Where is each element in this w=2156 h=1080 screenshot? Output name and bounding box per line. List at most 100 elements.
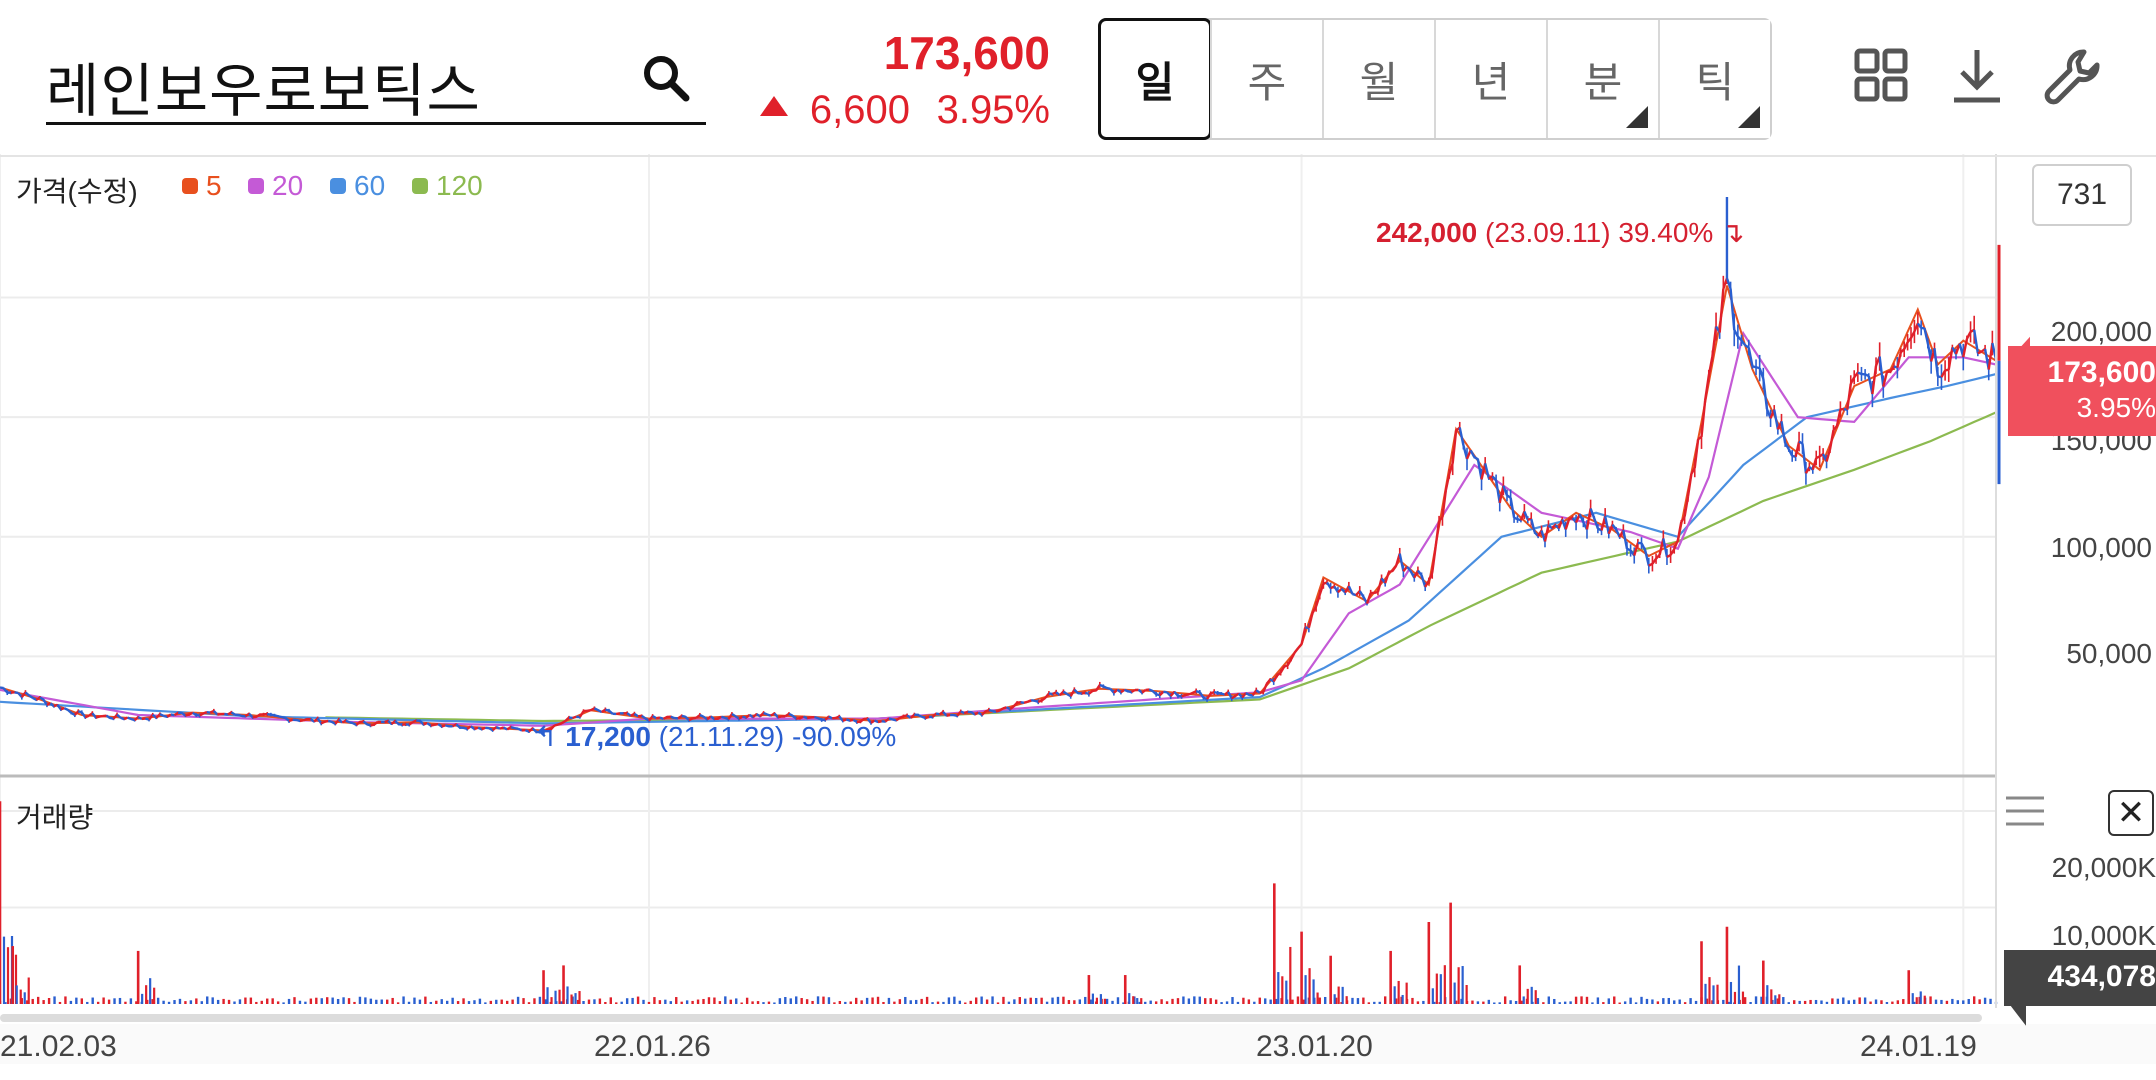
- low-price: 17,200: [565, 721, 651, 752]
- ma60-line: [0, 373, 1997, 725]
- price-candle-segment: [1347, 585, 1354, 595]
- price-candle-segment: [1882, 371, 1889, 387]
- legend-ma60[interactable]: 60: [330, 170, 385, 202]
- up-triangle-icon: [760, 96, 788, 116]
- close-volume-button[interactable]: ✕: [2108, 790, 2154, 836]
- legend-label: 60: [354, 170, 386, 201]
- stock-name: 레인보우로보틱스: [46, 59, 481, 124]
- flag-percent: 3.95%: [2076, 392, 2156, 423]
- price-candle-segment: [423, 722, 428, 726]
- price-candle-segment: [828, 715, 833, 720]
- y-tick-label: 50,000: [2066, 638, 2152, 669]
- wrench-icon[interactable]: [2044, 48, 2102, 111]
- price-candle-segment: [230, 711, 236, 716]
- price-candle-segment: [608, 709, 614, 715]
- price-candle-segment: [1158, 690, 1165, 697]
- price-candle-segment: [1130, 688, 1136, 694]
- price-candle-segment: [1484, 463, 1490, 479]
- x-tick-label: 24.01.19: [1860, 1030, 1977, 1063]
- tab-label: 년: [1471, 58, 1511, 106]
- current-price: 173,600: [883, 27, 1050, 79]
- price-candle-segment: [14, 691, 19, 695]
- tab-label: 틱: [1695, 58, 1735, 106]
- current-volume-flag: 434,078: [2004, 950, 2156, 1006]
- legend-label: 120: [436, 170, 483, 201]
- price-candle-segment: [1262, 683, 1268, 693]
- menu-icon[interactable]: [2004, 794, 2046, 833]
- x-tick-label: 23.01.20: [1256, 1030, 1373, 1063]
- legend-ma5[interactable]: 5: [182, 170, 222, 202]
- legend-swatch: [182, 178, 198, 194]
- x-tick-label: 21.02.03: [0, 1030, 117, 1063]
- high-date: (23.09.11): [1485, 217, 1611, 248]
- legend-label: 20: [272, 170, 304, 201]
- price-candle-segment: [1700, 400, 1707, 438]
- price-candle-segment: [1740, 339, 1747, 346]
- legend-swatch: [412, 178, 428, 194]
- legend-label: 5: [206, 170, 222, 201]
- price-candle-segment: [717, 715, 722, 720]
- price-candle-segment: [1384, 571, 1390, 584]
- tab-yearly[interactable]: 년: [1434, 20, 1546, 138]
- volume-y-tick-label: 10,000K: [2051, 920, 2156, 951]
- y-tick-label: 100,000: [2050, 532, 2152, 563]
- price-candle-segment: [1113, 688, 1119, 694]
- price-candle-segment: [888, 717, 893, 721]
- price-candle-segment: [1148, 688, 1154, 693]
- tab-minute[interactable]: 분: [1546, 20, 1658, 138]
- high-pct: 39.40%: [1618, 217, 1714, 248]
- tab-daily[interactable]: 일: [1098, 18, 1212, 140]
- volume-y-tick-label: 20,000K: [2051, 852, 2156, 883]
- price-candle-segment: [586, 709, 592, 713]
- download-icon[interactable]: [1950, 48, 2004, 109]
- grid-icon[interactable]: [1854, 48, 1908, 107]
- price-candle-segment: [652, 715, 657, 720]
- price-candle-segment: [188, 711, 194, 716]
- horizontal-scrollbar: [0, 1014, 1982, 1022]
- price-candle-segment: [1676, 521, 1683, 541]
- dropdown-corner-icon: [1626, 106, 1648, 128]
- price-candle-segment: [338, 718, 344, 724]
- change-amount: 6,600: [809, 88, 910, 132]
- price-candle-segment: [597, 709, 603, 714]
- tab-weekly[interactable]: 주: [1210, 20, 1322, 138]
- current-price-flag: 173,600 3.95%: [2008, 346, 2156, 436]
- price-summary: 173,600 6,600 3.95%: [760, 18, 1050, 138]
- price-candle-segment: [1431, 546, 1437, 573]
- tab-tick[interactable]: 틱: [1658, 20, 1770, 138]
- price-candle-segment: [1564, 518, 1571, 530]
- price-candle-segment: [1747, 347, 1754, 367]
- price-candle-segment: [1062, 690, 1068, 696]
- price-candle-segment: [998, 707, 1004, 712]
- low-date: (21.11.29): [658, 721, 785, 752]
- price-candle-segment: [159, 713, 165, 718]
- price-candle-segment: [626, 712, 632, 717]
- legend-ma20[interactable]: 20: [248, 170, 303, 202]
- arrow-down-icon: ↴: [1721, 217, 1745, 248]
- volume-panel-label: 거래량: [16, 802, 94, 833]
- bar-count-box[interactable]: 731: [2032, 164, 2132, 226]
- arrow-up-icon: ↰: [534, 721, 558, 752]
- legend-swatch: [330, 178, 346, 194]
- price-candle-segment: [123, 716, 129, 721]
- price-candle-segment: [434, 722, 439, 726]
- flag-price: 173,600: [2047, 356, 2156, 389]
- legend-ma120[interactable]: 120: [412, 170, 483, 202]
- price-panel-label: 가격(수정): [16, 176, 138, 207]
- price-candle-segment: [1530, 518, 1536, 533]
- price-candle-segment: [116, 713, 122, 719]
- search-icon[interactable]: [640, 52, 692, 109]
- ma120-line: [325, 411, 1997, 723]
- stock-search-field[interactable]: 레인보우로보틱스: [46, 18, 706, 125]
- price-candle-segment: [495, 726, 501, 730]
- change-percent: 3.95%: [936, 88, 1050, 132]
- price-candle-segment: [1055, 691, 1061, 697]
- price-candle-segment: [1307, 612, 1314, 629]
- tab-monthly[interactable]: 월: [1322, 20, 1434, 138]
- dropdown-corner-icon: [1738, 106, 1760, 128]
- stock-chart[interactable]: [0, 154, 2156, 1080]
- price-candle-segment: [63, 707, 69, 711]
- y-tick-label: 200,000: [2050, 316, 2152, 347]
- price-candle-segment: [1023, 700, 1028, 704]
- low-annotation: ↰ 17,200 (21.11.29) -90.09%: [534, 720, 896, 753]
